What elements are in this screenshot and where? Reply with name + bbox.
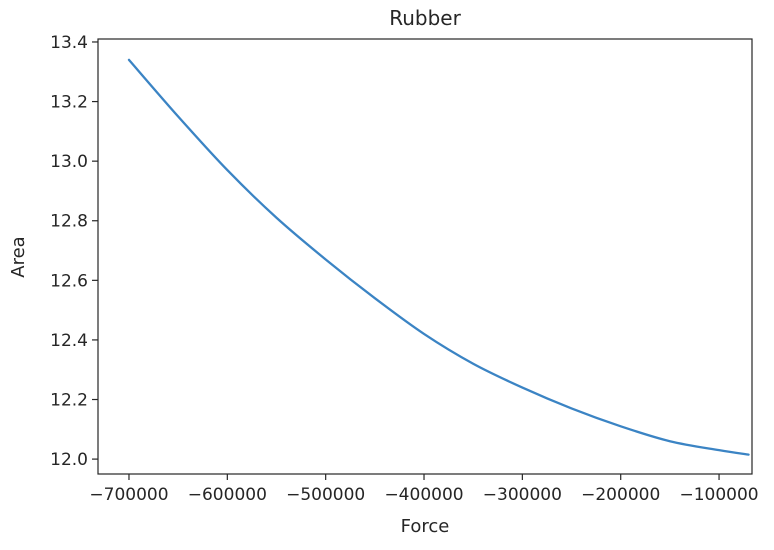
- y-axis: 12.0 12.2 12.4 12.6 12.8 13.0 13.2 13.4: [50, 33, 98, 470]
- plot-frame: [97, 38, 753, 475]
- y-tick-label: 13.2: [50, 93, 88, 113]
- x-axis: −700000 −600000 −500000 −400000 −300000 −2000…: [89, 474, 759, 505]
- y-tick-label: 12.2: [50, 391, 88, 411]
- y-tick-label: 13.0: [50, 152, 88, 172]
- y-tick-label: 12.0: [50, 450, 88, 470]
- x-axis-label: Force: [401, 516, 450, 537]
- y-tick-label: 12.6: [50, 271, 88, 291]
- y-tick-label: 12.4: [50, 331, 88, 351]
- chart-title: Rubber: [389, 6, 461, 30]
- x-tick-label: −100000: [679, 485, 758, 505]
- x-tick-label: −700000: [89, 485, 168, 505]
- x-tick-label: −600000: [188, 485, 267, 505]
- y-tick-label: 13.4: [50, 33, 88, 53]
- y-axis-label: Area: [8, 236, 29, 277]
- y-tick-label: 12.8: [50, 212, 88, 232]
- x-tick-label: −300000: [483, 485, 562, 505]
- series-line: [127, 58, 750, 456]
- plot-lines: [127, 58, 750, 456]
- x-tick-label: −400000: [384, 485, 463, 505]
- x-tick-label: −200000: [581, 485, 660, 505]
- x-tick-label: −500000: [286, 485, 365, 505]
